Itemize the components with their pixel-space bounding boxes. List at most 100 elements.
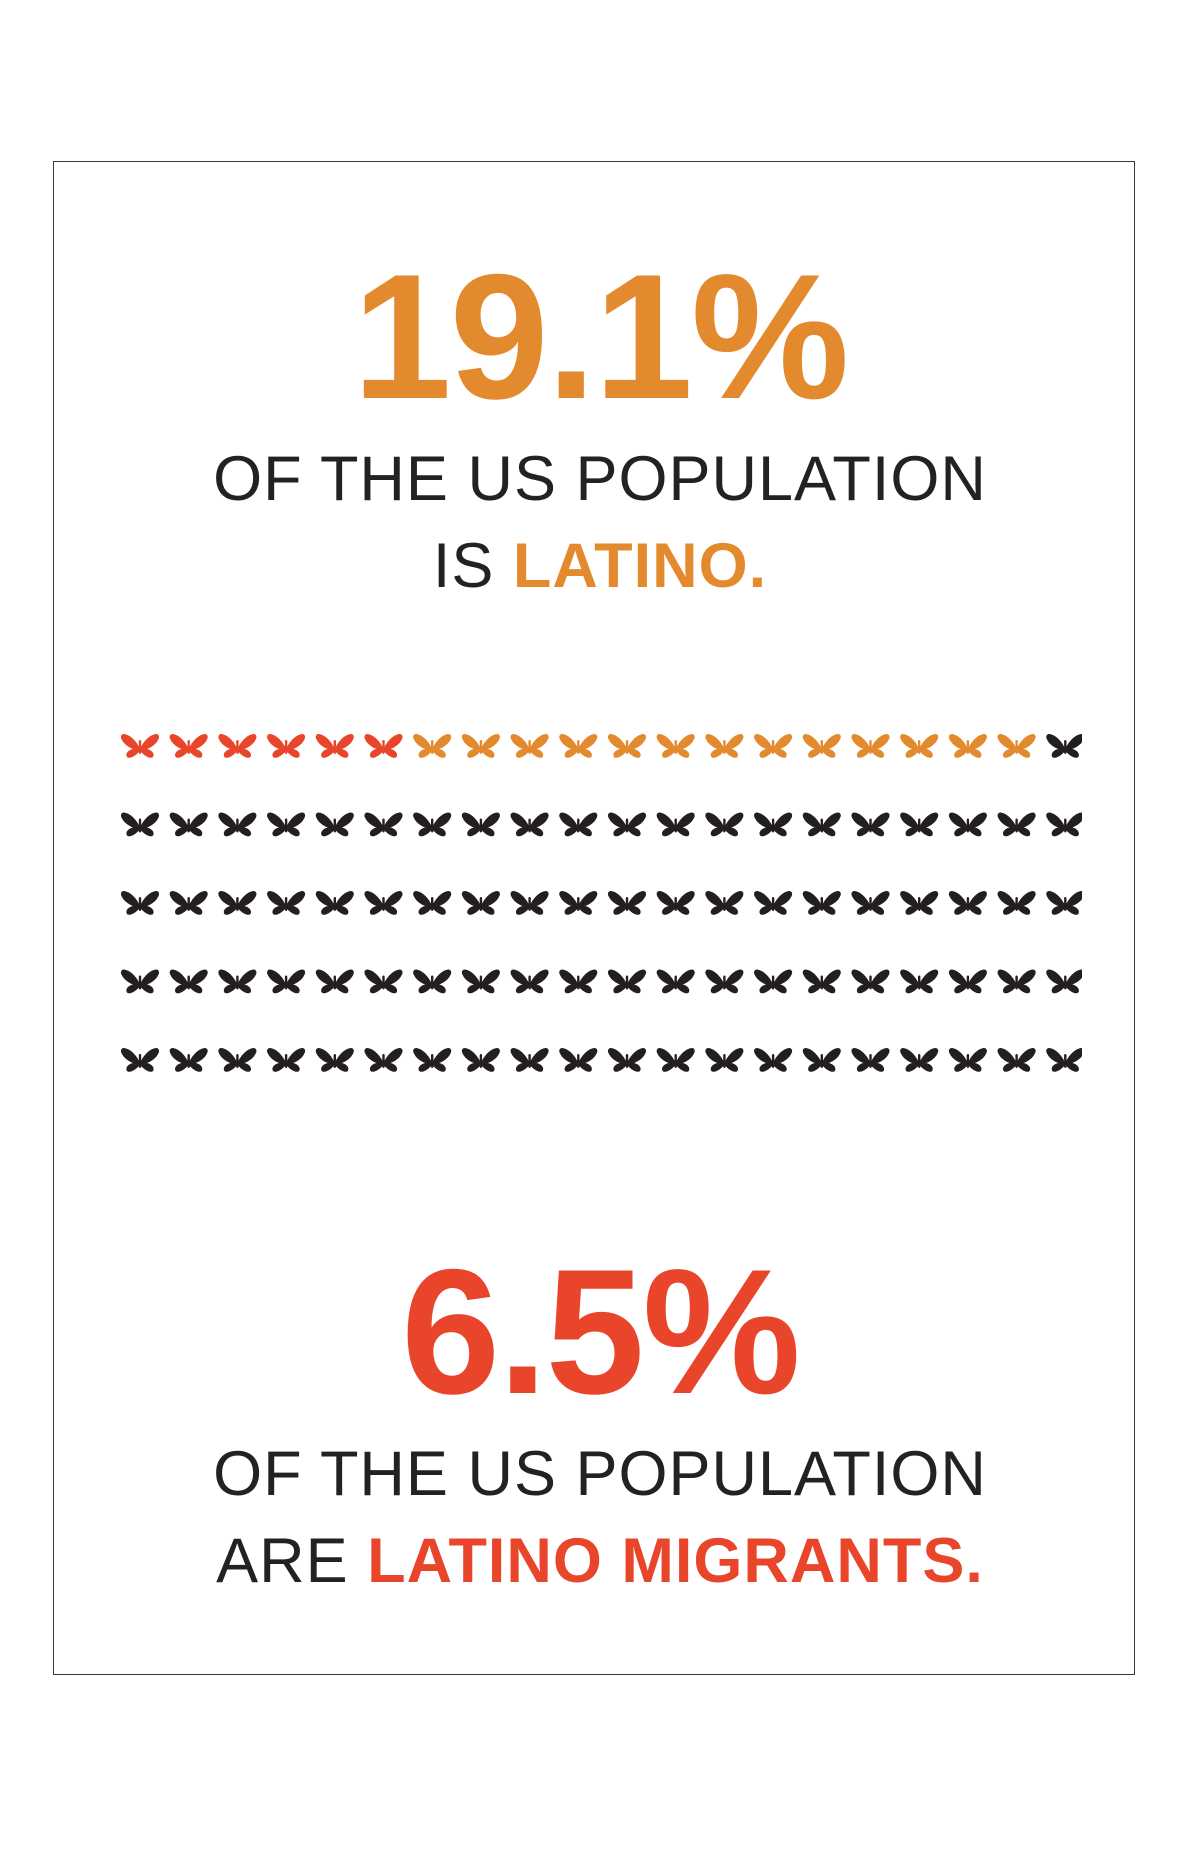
butterfly-icon [754,891,793,915]
butterfly-icon [1046,812,1082,837]
butterfly-icon [315,891,354,915]
butterfly-icon [364,734,403,758]
butterfly-icon [900,1048,939,1072]
butterfly-icon [900,812,939,837]
butterfly-icon [997,812,1036,837]
butterfly-icon [315,1048,354,1072]
latino-percentage: 19.1% [352,237,850,436]
butterfly-icon [413,969,452,994]
butterfly-icon [948,969,987,994]
butterfly-icon [948,891,987,915]
butterfly-icon [705,891,744,915]
butterfly-icon [510,1048,549,1072]
butterfly-icon [997,1048,1036,1072]
butterfly-icon [120,734,160,758]
butterfly-icon [559,969,598,994]
butterfly-icon [559,734,598,758]
butterfly-icon [413,891,452,915]
butterfly-icon [997,891,1036,915]
butterfly-icon [267,891,306,915]
butterfly-icon [120,891,160,915]
butterfly-icon [559,812,598,837]
butterfly-icon [607,891,647,915]
butterfly-icon [267,969,306,994]
butterfly-icon [948,812,987,837]
butterfly-icon [461,969,500,994]
latino-caption-line2: IS LATINO. [0,535,1200,598]
butterfly-icon [1046,734,1082,758]
butterfly-icon [364,969,403,994]
butterfly-icon [510,891,549,915]
butterfly-icon [705,969,744,994]
butterfly-icon [169,734,208,758]
butterfly-icon [851,734,890,758]
butterfly-icon [900,734,939,758]
butterfly-icon [656,812,695,837]
butterfly-icon [218,969,257,994]
butterfly-icon [607,1048,647,1072]
butterfly-icon [607,812,647,837]
butterfly-icon [997,969,1036,994]
butterfly-icon [413,812,452,837]
migrants-caption-line1: OF THE US POPULATION [213,1439,987,1509]
butterfly-icon [218,734,257,758]
butterfly-icon [802,1048,841,1072]
butterfly-icon [559,1048,598,1072]
butterfly-icon [997,734,1036,758]
butterfly-icon [754,1048,793,1072]
butterfly-icon [364,891,403,915]
butterfly-icon [656,969,695,994]
butterfly-icon [315,812,354,837]
butterfly-icon [120,812,160,837]
butterfly-icon [754,812,793,837]
butterfly-icon [510,812,549,837]
migrants-caption-highlight: LATINO MIGRANTS. [367,1526,984,1596]
butterfly-icon [705,734,744,758]
butterfly-pictogram-svg [120,734,1082,1072]
butterfly-icon [315,969,354,994]
butterfly-icon [267,734,306,758]
latino-caption-line1: OF THE US POPULATION [213,444,987,514]
migrants-caption-line2: ARE LATINO MIGRANTS. [0,1530,1200,1593]
butterfly-icon [461,1048,500,1072]
butterfly-icon [948,734,987,758]
butterfly-icon [754,734,793,758]
butterfly-icon [267,812,306,837]
butterfly-icon [1046,891,1082,915]
latino-caption-prefix: IS [432,531,495,601]
butterfly-icon [218,1048,257,1072]
latino-caption-highlight: LATINO. [512,531,768,601]
butterfly-icon [656,1048,695,1072]
butterfly-icon [120,1048,160,1072]
butterfly-icon [851,812,890,837]
butterfly-icon [364,812,403,837]
butterfly-icon [169,1048,208,1072]
butterfly-icon [1046,1048,1082,1072]
butterfly-icon [169,812,208,837]
butterfly-icon [413,734,452,758]
butterfly-icon [169,891,208,915]
butterfly-icon [315,734,354,758]
butterfly-icon [851,1048,890,1072]
migrants-percentage: 6.5% [401,1232,801,1431]
butterfly-icon [120,969,160,994]
butterfly-icon [364,1048,403,1072]
butterfly-icon [218,812,257,837]
butterfly-icon [851,891,890,915]
butterfly-icon [218,891,257,915]
butterfly-icon [1046,969,1082,994]
butterfly-icon [656,734,695,758]
butterfly-icon [802,812,841,837]
butterfly-icon [705,812,744,837]
migrants-caption-prefix: ARE [216,1526,349,1596]
butterfly-icon [461,891,500,915]
butterfly-icon [559,891,598,915]
butterfly-icon [461,812,500,837]
butterfly-icon [510,969,549,994]
butterfly-icon [461,734,500,758]
butterfly-icon [802,969,841,994]
butterfly-icon [802,891,841,915]
butterfly-icon [900,891,939,915]
butterfly-icon [705,1048,744,1072]
butterfly-icon [267,1048,306,1072]
